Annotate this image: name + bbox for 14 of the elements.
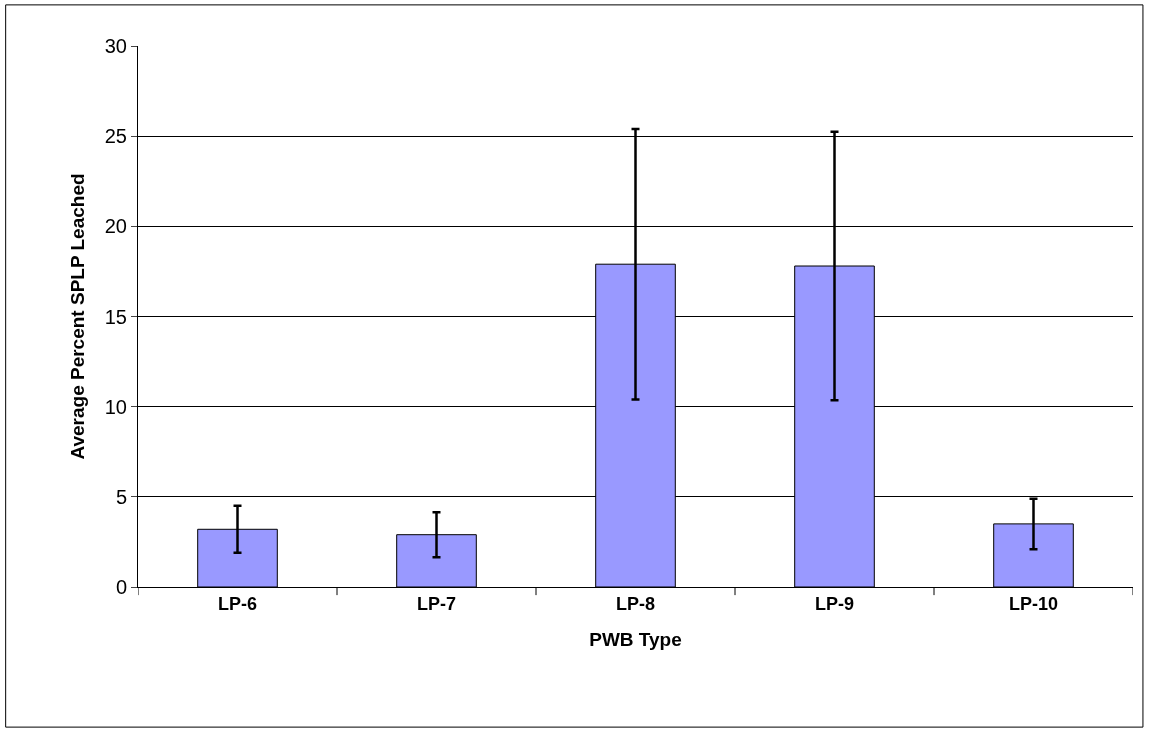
y-axis-title: Average Percent SPLP Leached — [66, 173, 88, 460]
y-tick-label: 25 — [104, 125, 127, 148]
y-tick-label: 20 — [104, 215, 127, 238]
y-tick-label: 15 — [104, 305, 127, 328]
x-tick-label: LP-8 — [615, 593, 656, 614]
y-tick-label: 10 — [104, 395, 127, 418]
y-tick-label: 0 — [115, 576, 127, 598]
y-tick-label: 5 — [115, 485, 127, 508]
y-tick-label: 30 — [104, 35, 127, 57]
x-tick-label: LP-9 — [814, 593, 855, 614]
x-axis-title: PWB Type — [589, 629, 682, 651]
x-tick-label: LP-7 — [416, 593, 457, 614]
x-tick-label: LP-6 — [217, 593, 258, 614]
x-tick-label: LP-10 — [1008, 593, 1059, 614]
